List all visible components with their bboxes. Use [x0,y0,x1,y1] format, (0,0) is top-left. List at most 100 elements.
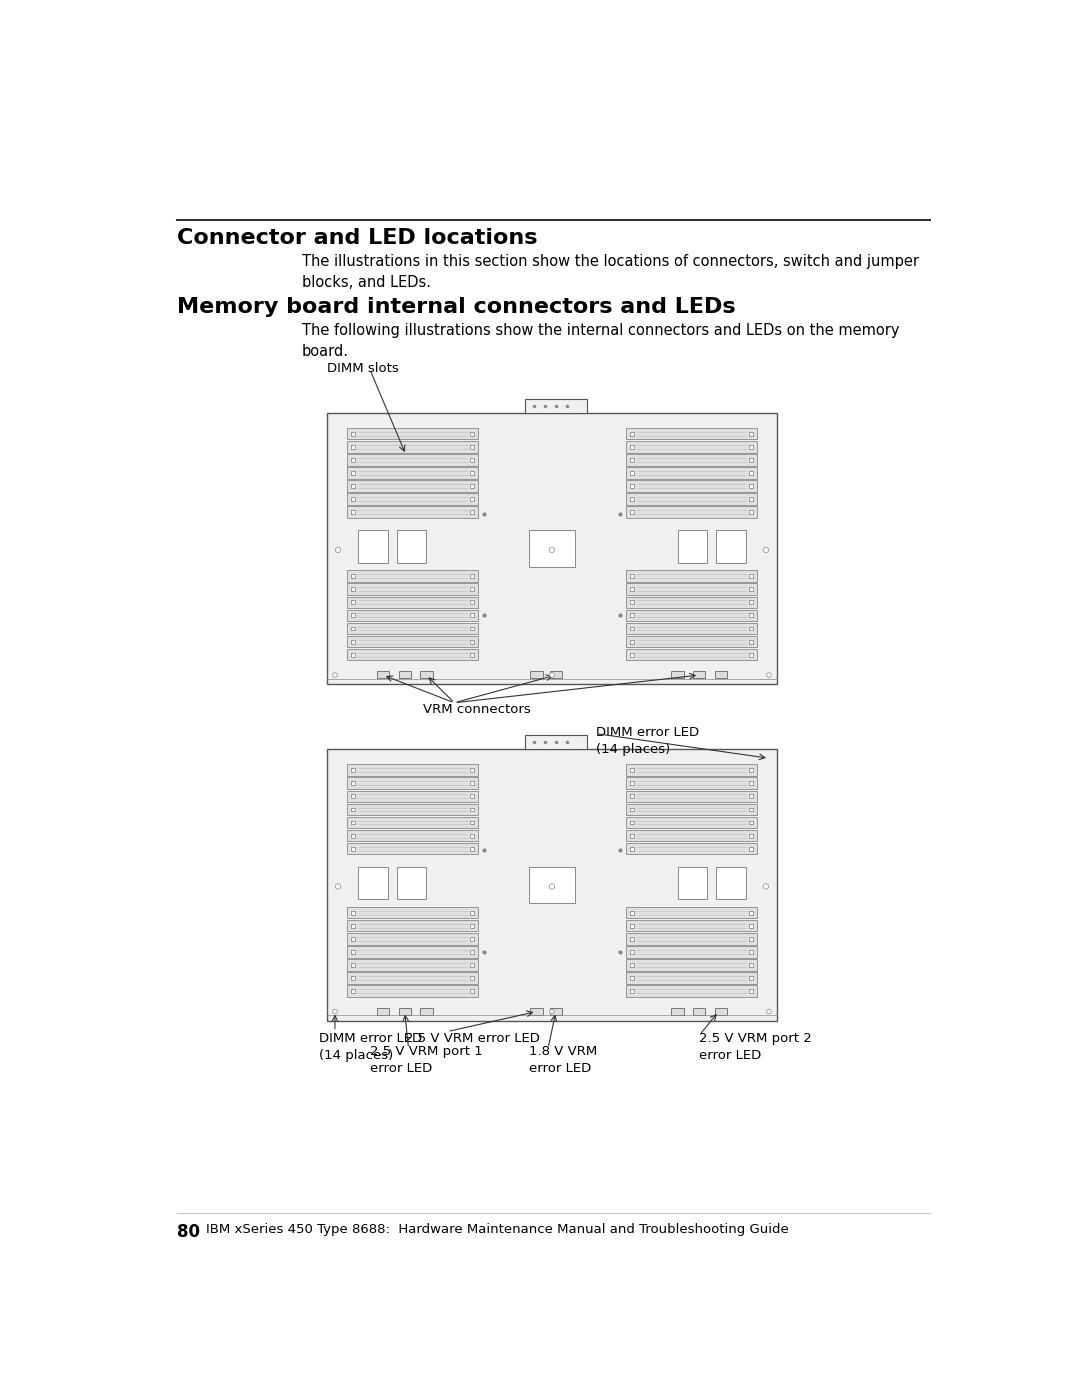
Bar [626,803,757,816]
Bar [626,791,757,802]
Bar [351,458,354,462]
Bar [351,834,354,838]
Bar [750,601,753,605]
Bar [348,921,477,932]
Bar [470,432,474,436]
Bar [626,481,757,492]
Bar [630,574,634,578]
Bar [716,531,745,563]
Bar [348,648,477,661]
Circle shape [550,1009,554,1014]
Bar [351,485,354,488]
Bar [750,471,753,475]
Bar [348,570,477,583]
Bar [348,623,477,634]
Text: 1.8 V VRM
error LED: 1.8 V VRM error LED [529,1045,597,1076]
Bar [470,807,474,812]
Bar [351,807,354,812]
Bar [626,609,757,622]
Bar [470,950,474,954]
Bar [470,989,474,993]
Bar [626,454,757,465]
Circle shape [764,884,769,888]
Bar [626,972,757,983]
Bar [470,963,474,967]
Bar [351,471,354,475]
Bar [626,842,757,855]
Text: DIMM error LED
(14 places): DIMM error LED (14 places) [596,726,699,756]
Bar [351,820,354,824]
Bar [470,781,474,785]
Bar [399,671,410,678]
Bar [630,471,634,475]
Bar [626,570,757,583]
Bar [630,820,634,824]
Bar [351,795,354,798]
Bar [348,764,477,775]
Bar [351,627,354,630]
Bar [750,923,753,928]
Bar [750,640,753,644]
Bar [348,507,477,518]
Bar [750,807,753,812]
Bar [630,458,634,462]
Bar [470,601,474,605]
Bar [626,960,757,971]
Bar [351,587,354,591]
Bar [470,485,474,488]
Bar [327,412,777,685]
Bar [630,923,634,928]
Bar [750,834,753,838]
Circle shape [550,673,554,678]
Bar [626,584,757,595]
Bar [626,830,757,841]
Bar [470,847,474,851]
Bar [626,985,757,997]
Bar [348,454,477,465]
Bar [348,441,477,453]
Circle shape [550,884,555,888]
Bar [626,493,757,504]
Circle shape [333,673,337,678]
Bar [351,444,354,448]
Bar [630,627,634,630]
Bar [630,950,634,954]
Bar [626,946,757,958]
Bar [672,671,684,678]
Bar [529,866,576,902]
Bar [630,937,634,940]
Text: 2.5 V VRM error LED: 2.5 V VRM error LED [405,1031,540,1045]
Bar [693,671,705,678]
Bar [348,609,477,622]
Bar [750,510,753,514]
Bar [470,768,474,773]
Bar [470,574,474,578]
Bar [626,427,757,440]
Bar [351,613,354,617]
Bar [351,497,354,502]
Bar [630,834,634,838]
Bar [715,1007,727,1014]
Text: Connector and LED locations: Connector and LED locations [177,228,538,247]
Bar [630,807,634,812]
Bar [750,795,753,798]
Bar [377,671,389,678]
Bar [348,817,477,828]
Bar [630,613,634,617]
Bar [626,817,757,828]
Bar [351,768,354,773]
Bar [529,531,576,567]
Bar [677,866,707,900]
Bar [630,510,634,514]
Bar [626,597,757,608]
Bar [351,937,354,940]
Bar [470,977,474,979]
Bar [351,640,354,644]
Bar [348,493,477,504]
Bar [630,989,634,993]
Bar [750,432,753,436]
Bar [470,923,474,928]
Bar [750,613,753,617]
Bar [693,1007,705,1014]
Bar [750,820,753,824]
